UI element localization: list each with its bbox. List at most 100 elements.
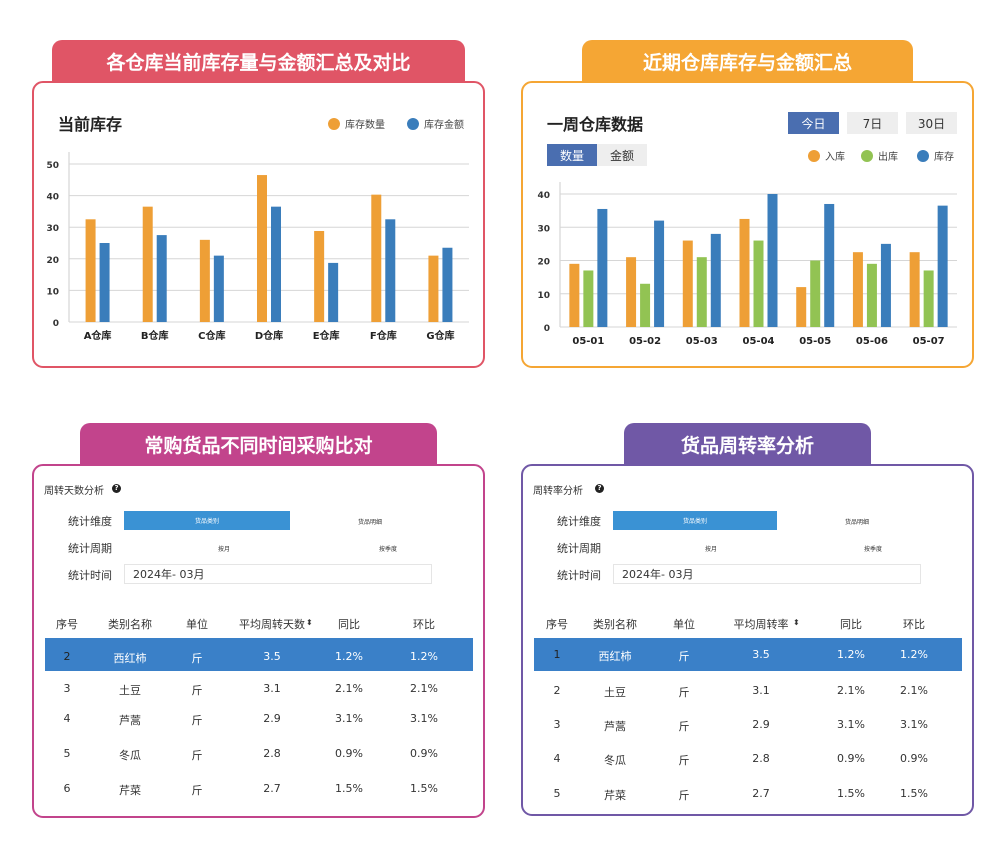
table-cell[interactable]: 3.5	[263, 650, 281, 663]
x-tick-label: 05-06	[856, 336, 888, 347]
question-circle-icon[interactable]: ?	[595, 484, 604, 493]
table-cell[interactable]: 1.2%	[335, 650, 363, 663]
column-header[interactable]: 同比	[338, 618, 360, 631]
table-cell[interactable]: 斤	[191, 652, 203, 665]
time-label: 统计时间	[557, 569, 601, 582]
panel2-banner: 近期仓库库存与金额汇总	[582, 40, 913, 82]
table-cell: 土豆	[604, 686, 626, 699]
column-header[interactable]: 单位	[673, 618, 695, 631]
y-tick-label: 0	[53, 319, 59, 329]
legend-item-out[interactable]: 出库	[861, 148, 898, 163]
table-cell[interactable]: 3.5	[752, 648, 770, 661]
dim-option-category[interactable]: 货品类别	[613, 511, 777, 530]
bar	[923, 270, 934, 327]
period-option-month[interactable]: 按月	[705, 546, 718, 553]
table-cell: 0.9%	[410, 747, 438, 760]
dim-option-detail[interactable]: 货品明细	[845, 519, 870, 526]
bar	[142, 206, 153, 322]
panel1-banner: 各仓库当前库存量与金额汇总及对比	[52, 40, 465, 82]
table-row-selected[interactable]	[534, 638, 962, 671]
column-header[interactable]: 环比	[413, 618, 435, 631]
x-tick-label: B仓库	[141, 329, 169, 342]
dim-option-category[interactable]: 货品类别	[124, 511, 290, 530]
legend-dot	[808, 149, 820, 162]
bar	[213, 255, 224, 322]
metric-quantity-button[interactable]: 数量	[547, 144, 597, 166]
table-cell: 斤	[678, 789, 690, 802]
period-option-quarter[interactable]: 按季度	[864, 546, 883, 553]
column-header[interactable]: 环比	[903, 618, 925, 631]
table-cell: 3.1%	[900, 718, 928, 731]
sort-icon[interactable]: ⬍	[306, 618, 313, 627]
legend-item-in[interactable]: 入库	[808, 148, 845, 163]
bar	[824, 203, 835, 327]
bar	[257, 175, 267, 322]
table-cell: 2.7	[263, 782, 281, 795]
table-cell: 3.1	[263, 682, 281, 695]
bar	[739, 218, 750, 327]
column-header[interactable]: 平均周转天数	[239, 618, 305, 631]
time-input[interactable]: 2024年- 03月	[124, 564, 432, 584]
table-cell: 4	[63, 712, 71, 725]
table-cell: 3.1%	[335, 712, 363, 725]
y-tick-label: 30	[46, 224, 59, 234]
table-cell[interactable]: 1.2%	[410, 650, 438, 663]
table-cell: 2.1%	[837, 684, 865, 697]
table-cell: 0.9%	[837, 752, 865, 765]
bar	[880, 243, 891, 327]
column-header[interactable]: 单位	[186, 618, 208, 631]
y-tick-label: 30	[537, 224, 550, 234]
table-cell: 1.5%	[900, 787, 928, 800]
metric-amount-button[interactable]: 金额	[597, 144, 647, 166]
bar	[385, 219, 396, 322]
table-cell[interactable]: 1.2%	[837, 648, 865, 661]
table-cell[interactable]: 斤	[678, 650, 690, 663]
table-row-selected[interactable]	[45, 638, 473, 671]
legend-label: 入库	[825, 152, 845, 163]
bar	[626, 257, 637, 327]
x-tick-label: C仓库	[198, 329, 225, 342]
x-tick-label: 05-01	[572, 336, 604, 347]
time-input[interactable]: 2024年- 03月	[613, 564, 921, 584]
table-cell: 芦蒿	[604, 720, 626, 733]
range-7d-button[interactable]: 7日	[847, 112, 898, 134]
table-cell[interactable]: 西红柿	[113, 652, 147, 665]
table-cell: 3	[63, 682, 71, 695]
dim-option-detail[interactable]: 货品明细	[358, 519, 383, 526]
column-header[interactable]: 类别名称	[593, 618, 637, 631]
period-option-quarter[interactable]: 按季度	[379, 546, 398, 553]
y-tick-label: 20	[537, 258, 550, 268]
table-cell: 斤	[678, 720, 690, 733]
range-30d-button[interactable]: 30日	[906, 112, 957, 134]
legend-item-stock[interactable]: 库存	[917, 148, 954, 163]
legend-item-amount[interactable]: 库存金额	[407, 116, 464, 131]
column-header[interactable]: 类别名称	[108, 618, 152, 631]
dim-label: 统计维度	[557, 515, 601, 528]
bar	[199, 239, 210, 322]
table-cell: 芹菜	[604, 789, 626, 802]
y-tick-label: 20	[46, 256, 59, 266]
panel4-card: 周转率分析? 统计维度 货品类别 货品明细 统计周期 按月 按季度 统计时间 2024年- 03…	[521, 464, 974, 816]
question-circle-icon[interactable]: ?	[112, 484, 121, 493]
table-cell: 2.1%	[410, 682, 438, 695]
legend-item-quantity[interactable]: 库存数量	[328, 116, 385, 131]
table-cell: 2.1%	[900, 684, 928, 697]
column-header[interactable]: 同比	[840, 618, 862, 631]
sort-icon[interactable]: ⬍	[793, 618, 800, 627]
table-cell[interactable]: 1	[553, 648, 561, 661]
table-cell[interactable]: 1.2%	[900, 648, 928, 661]
y-tick-label: 40	[537, 191, 550, 201]
column-header[interactable]: 序号	[56, 618, 78, 631]
bar	[442, 247, 453, 322]
table-cell[interactable]: 西红柿	[598, 650, 632, 663]
period-label: 统计周期	[557, 542, 601, 555]
period-option-month[interactable]: 按月	[218, 546, 231, 553]
column-header[interactable]: 序号	[546, 618, 568, 631]
table-cell: 3.1%	[837, 718, 865, 731]
column-header[interactable]: 平均周转率	[733, 618, 789, 631]
y-tick-label: 10	[537, 291, 550, 301]
chart1-title: 当前库存	[58, 115, 123, 134]
range-today-button[interactable]: 今日	[788, 112, 839, 134]
legend-dot	[407, 117, 419, 130]
table-cell[interactable]: 2	[63, 650, 71, 663]
